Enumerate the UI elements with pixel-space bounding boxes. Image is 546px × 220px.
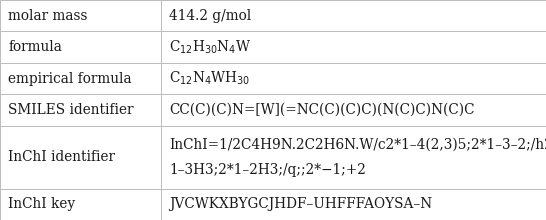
Text: JVCWKXBYGCJHDF–UHFFFAOYSA–N: JVCWKXBYGCJHDF–UHFFFAOYSA–N bbox=[169, 197, 432, 211]
Text: empirical formula: empirical formula bbox=[8, 72, 132, 86]
Text: SMILES identifier: SMILES identifier bbox=[8, 103, 134, 117]
Text: formula: formula bbox=[8, 40, 62, 54]
Text: C$_{12}$N$_{4}$WH$_{30}$: C$_{12}$N$_{4}$WH$_{30}$ bbox=[169, 70, 251, 87]
Text: InChI key: InChI key bbox=[8, 197, 75, 211]
Text: InChI=1/2C4H9N.2C2H6N.W/c2*1–4(2,3)5;2*1–3–2;/h2*: InChI=1/2C4H9N.2C2H6N.W/c2*1–4(2,3)5;2*1… bbox=[169, 138, 546, 152]
Text: molar mass: molar mass bbox=[8, 9, 88, 23]
Text: InChI identifier: InChI identifier bbox=[8, 150, 115, 164]
Text: C$_{12}$H$_{30}$N$_{4}$W: C$_{12}$H$_{30}$N$_{4}$W bbox=[169, 38, 251, 56]
Text: CC(C)(C)N=[W](=NC(C)(C)C)(N(C)C)N(C)C: CC(C)(C)N=[W](=NC(C)(C)C)(N(C)C)N(C)C bbox=[169, 103, 475, 117]
Text: 1–3H3;2*1–2H3;/q;;2*−1;+2: 1–3H3;2*1–2H3;/q;;2*−1;+2 bbox=[169, 163, 366, 177]
Text: 414.2 g/mol: 414.2 g/mol bbox=[169, 9, 252, 23]
